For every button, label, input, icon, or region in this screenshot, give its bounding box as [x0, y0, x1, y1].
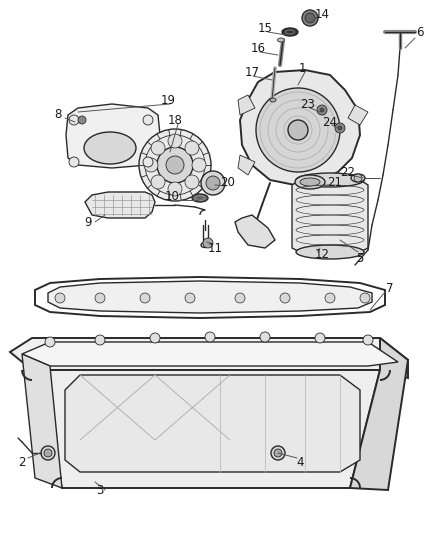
Polygon shape: [292, 180, 368, 252]
Circle shape: [55, 293, 65, 303]
Polygon shape: [22, 354, 62, 488]
Ellipse shape: [270, 98, 276, 102]
Circle shape: [302, 10, 318, 26]
Ellipse shape: [296, 173, 364, 187]
Circle shape: [143, 115, 153, 125]
Polygon shape: [32, 370, 380, 488]
Circle shape: [185, 293, 195, 303]
Circle shape: [325, 293, 335, 303]
Text: 11: 11: [208, 241, 223, 254]
Polygon shape: [235, 215, 275, 248]
Circle shape: [69, 115, 79, 125]
Text: 23: 23: [300, 99, 315, 111]
Polygon shape: [65, 375, 360, 472]
Text: 21: 21: [328, 175, 343, 189]
Circle shape: [315, 333, 325, 343]
Text: 15: 15: [258, 21, 272, 35]
Ellipse shape: [282, 28, 298, 36]
Circle shape: [201, 171, 225, 195]
Circle shape: [256, 88, 340, 172]
Circle shape: [235, 293, 245, 303]
Circle shape: [44, 449, 52, 457]
Circle shape: [144, 158, 158, 172]
Circle shape: [140, 293, 150, 303]
Circle shape: [41, 446, 55, 460]
Polygon shape: [66, 104, 160, 168]
Ellipse shape: [295, 175, 325, 189]
Circle shape: [363, 335, 373, 345]
Text: 3: 3: [96, 483, 104, 497]
Text: 8: 8: [54, 109, 62, 122]
Circle shape: [203, 238, 213, 248]
Circle shape: [168, 182, 182, 196]
Ellipse shape: [84, 132, 136, 164]
Circle shape: [166, 156, 184, 174]
Polygon shape: [238, 95, 255, 115]
Text: 9: 9: [84, 215, 92, 229]
Text: 22: 22: [340, 166, 356, 179]
Circle shape: [335, 123, 345, 133]
Circle shape: [139, 129, 211, 201]
Circle shape: [280, 293, 290, 303]
Circle shape: [69, 157, 79, 167]
Circle shape: [288, 120, 308, 140]
Circle shape: [151, 175, 165, 189]
Circle shape: [150, 333, 160, 343]
Polygon shape: [240, 70, 360, 185]
Ellipse shape: [300, 178, 320, 186]
Polygon shape: [10, 338, 408, 378]
Ellipse shape: [278, 38, 285, 42]
Circle shape: [95, 293, 105, 303]
Ellipse shape: [201, 243, 209, 247]
Circle shape: [354, 174, 362, 182]
Circle shape: [185, 175, 199, 189]
Circle shape: [305, 13, 315, 23]
Circle shape: [78, 116, 86, 124]
Circle shape: [205, 332, 215, 342]
Text: 16: 16: [251, 42, 265, 54]
Circle shape: [320, 108, 324, 112]
Circle shape: [168, 134, 182, 148]
Text: 12: 12: [314, 248, 329, 262]
Circle shape: [317, 105, 327, 115]
Polygon shape: [348, 105, 368, 125]
Text: 7: 7: [386, 281, 394, 295]
Circle shape: [95, 335, 105, 345]
Circle shape: [338, 126, 342, 130]
Polygon shape: [48, 281, 372, 313]
Text: 2: 2: [18, 456, 26, 469]
Text: 10: 10: [165, 190, 180, 204]
Circle shape: [274, 449, 282, 457]
Polygon shape: [350, 338, 408, 490]
Ellipse shape: [351, 174, 365, 182]
Circle shape: [157, 147, 193, 183]
Text: 24: 24: [322, 116, 338, 128]
Circle shape: [185, 141, 199, 155]
Circle shape: [151, 141, 165, 155]
Text: 14: 14: [314, 9, 329, 21]
Polygon shape: [22, 342, 398, 366]
Text: 4: 4: [296, 456, 304, 469]
Ellipse shape: [192, 194, 208, 202]
Text: 5: 5: [356, 252, 364, 264]
Circle shape: [260, 332, 270, 342]
Text: 6: 6: [416, 26, 424, 38]
Text: 18: 18: [168, 114, 183, 126]
Text: 20: 20: [221, 176, 236, 190]
Text: 1: 1: [298, 61, 306, 75]
Circle shape: [143, 157, 153, 167]
Circle shape: [360, 293, 370, 303]
Circle shape: [271, 446, 285, 460]
Ellipse shape: [296, 245, 364, 259]
Text: 17: 17: [244, 66, 259, 78]
Polygon shape: [85, 192, 155, 218]
Circle shape: [192, 158, 206, 172]
Circle shape: [45, 337, 55, 347]
Polygon shape: [238, 155, 255, 175]
Text: 19: 19: [160, 93, 176, 107]
Circle shape: [206, 176, 220, 190]
